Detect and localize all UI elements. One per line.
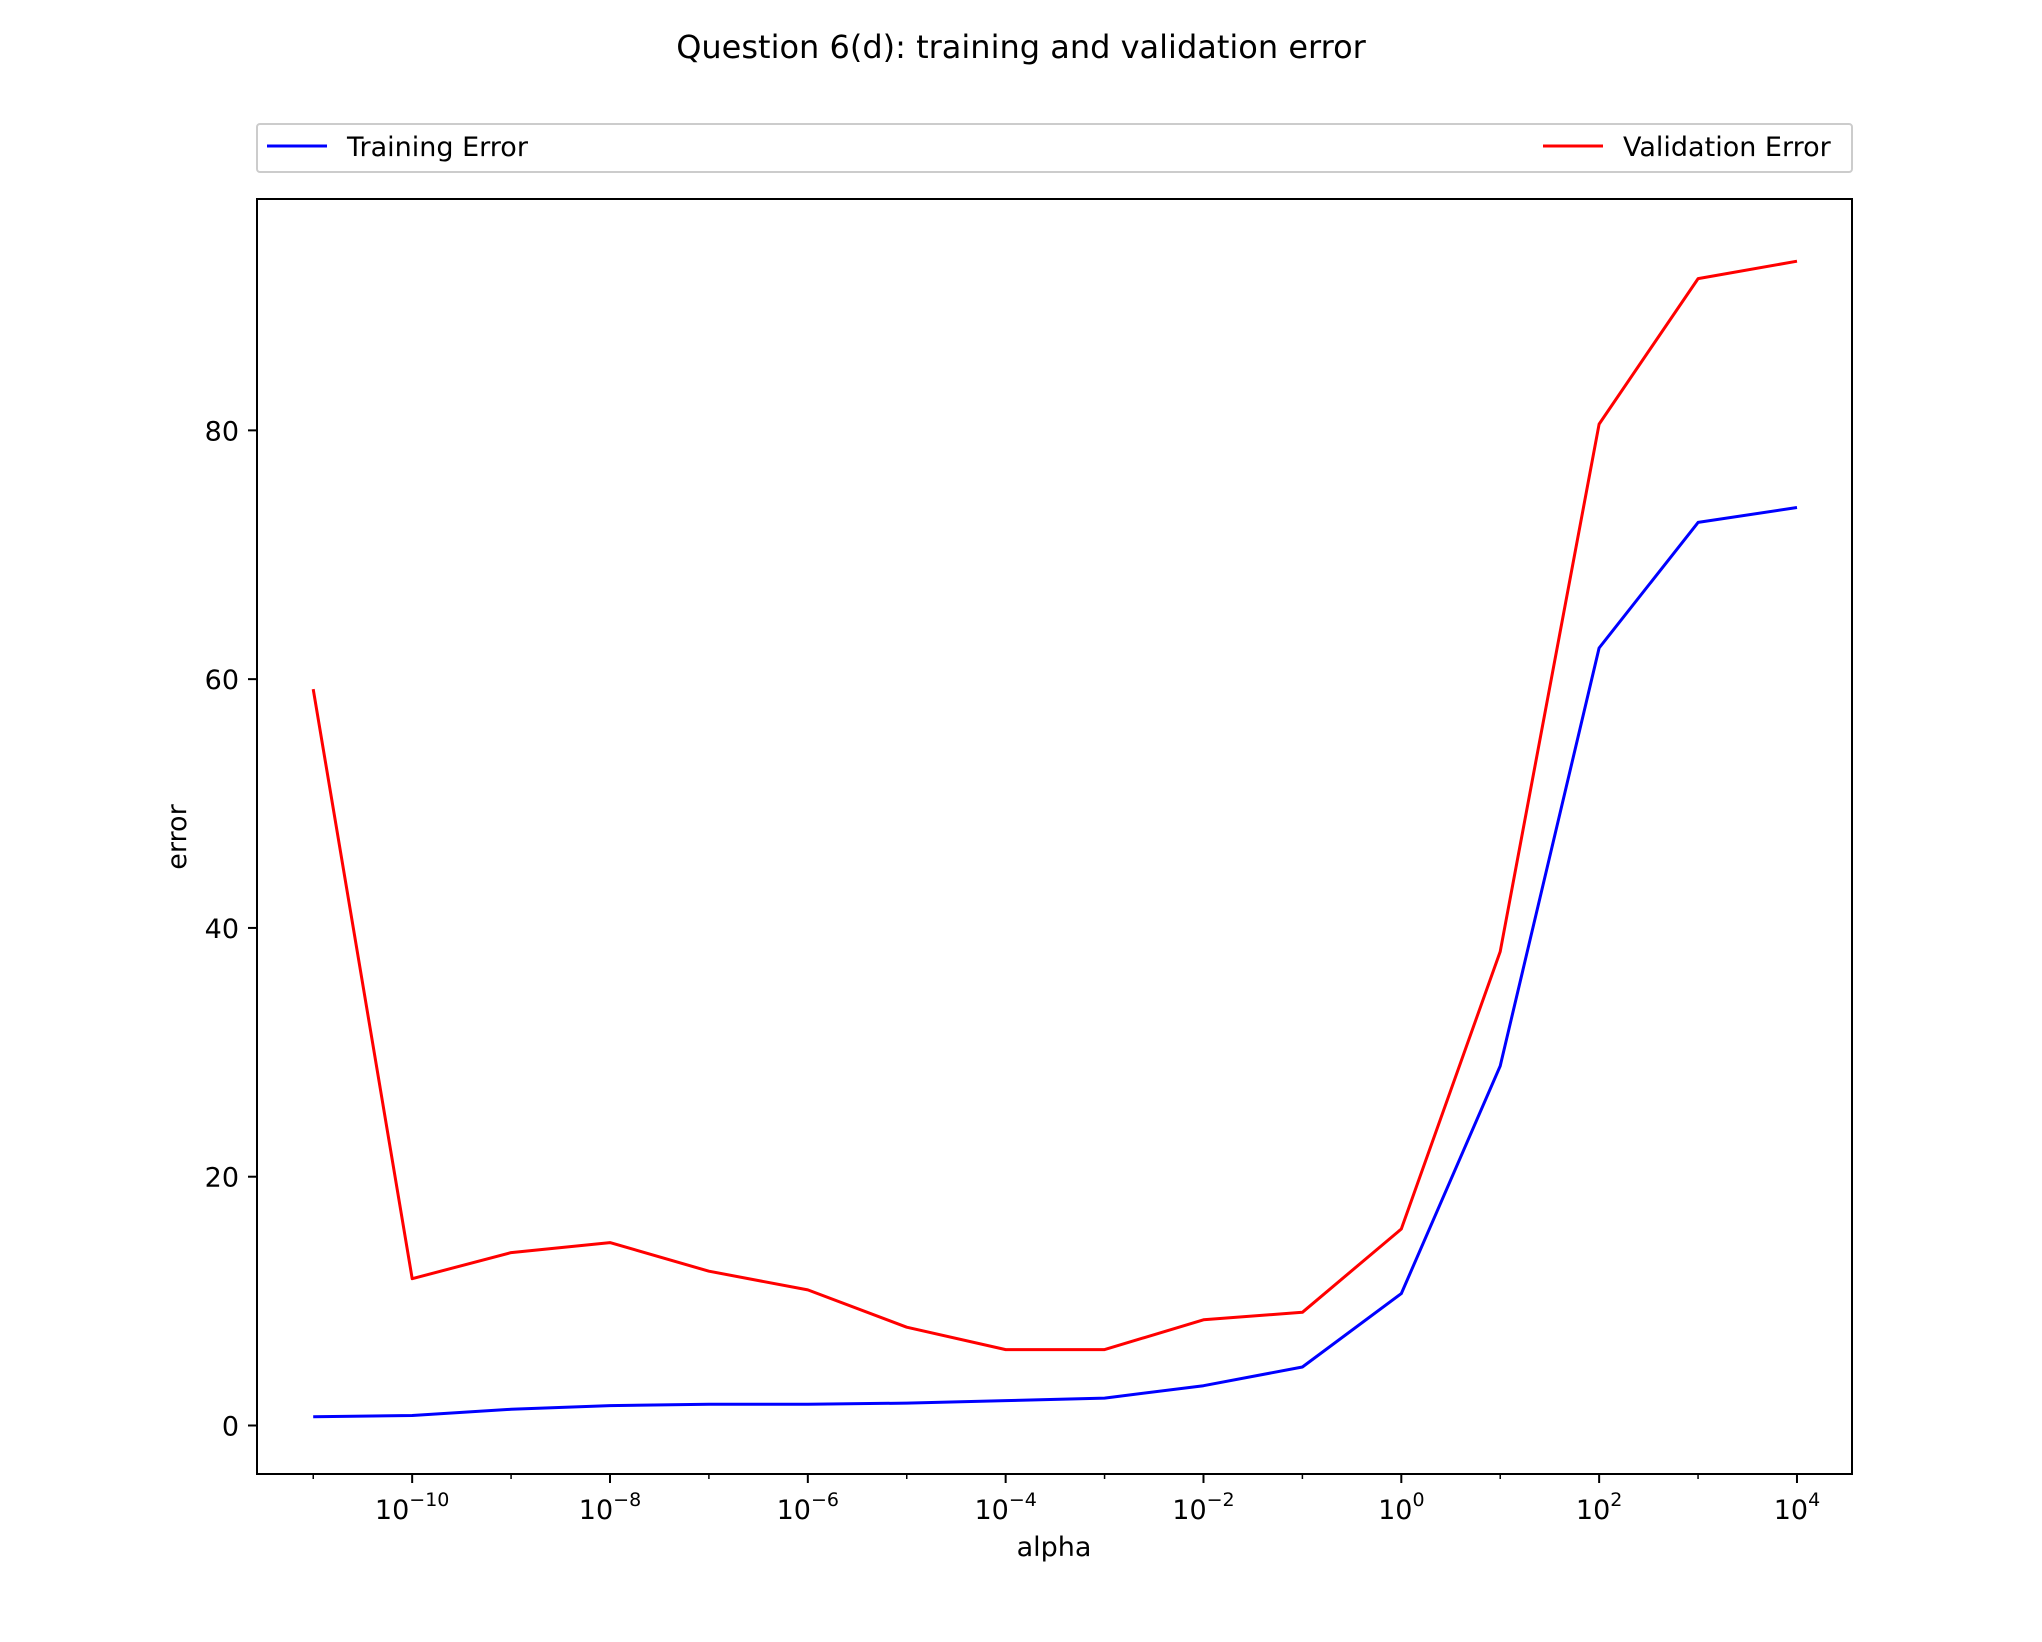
y-axis-label: error — [162, 803, 193, 869]
y-tick-label: 40 — [205, 914, 239, 945]
chart-title: Question 6(d): training and validation e… — [676, 28, 1366, 66]
y-tick-label: 0 — [222, 1411, 239, 1442]
x-axis-label: alpha — [1017, 1532, 1092, 1563]
legend-frame — [256, 123, 1853, 173]
x-tick-label: 10−2 — [1172, 1489, 1234, 1526]
legend: Training Error Validation Error — [256, 123, 1853, 173]
series-line-validation-error — [311, 259, 1798, 1352]
y-tick-label: 80 — [205, 416, 239, 447]
y-tick-label: 20 — [205, 1163, 239, 1194]
x-tick-label: 104 — [1774, 1489, 1820, 1526]
plot-frame — [256, 198, 1853, 1475]
y-axis: 0 20 40 60 80 — [205, 416, 257, 1442]
x-axis: 10−10 10−8 10−6 10−4 10−2 100 102 104 — [312, 1474, 1820, 1526]
x-tick-label: 102 — [1576, 1489, 1622, 1526]
x-tick-label: 10−6 — [777, 1489, 839, 1526]
series-lines — [311, 259, 1798, 1419]
series-line-training-error — [313, 506, 1798, 1419]
legend-label-validation: Validation Error — [1623, 132, 1832, 163]
legend-label-training: Training Error — [346, 132, 529, 163]
plot-area: 10−10 10−8 10−6 10−4 10−2 100 102 104 0 20 40 60 80 — [205, 198, 1853, 1526]
x-tick-label: 10−10 — [375, 1489, 449, 1526]
x-tick-label: 100 — [1378, 1489, 1424, 1526]
x-tick-label: 10−4 — [974, 1489, 1036, 1526]
x-tick-label: 10−8 — [579, 1489, 641, 1526]
y-tick-label: 60 — [205, 665, 239, 696]
